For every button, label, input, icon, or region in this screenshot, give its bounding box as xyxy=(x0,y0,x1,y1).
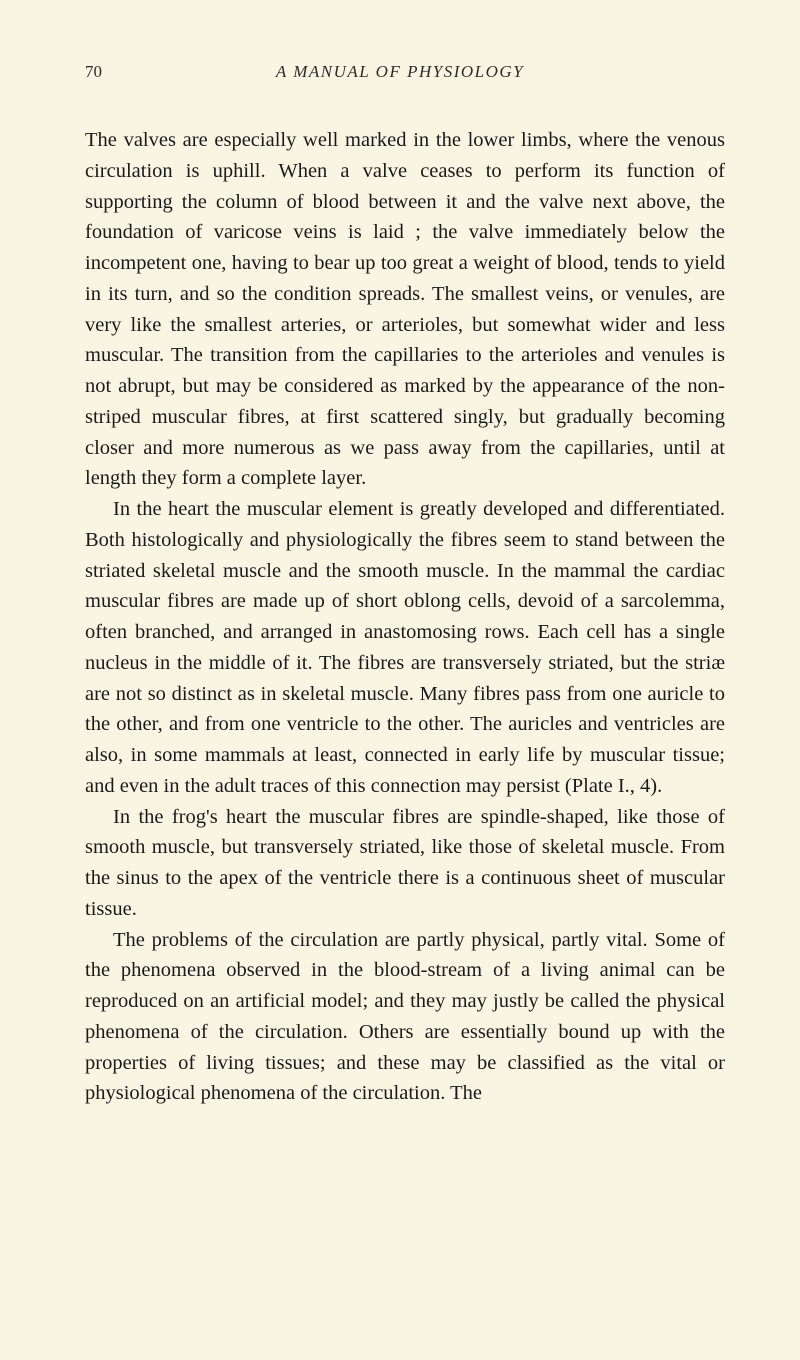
paragraph-2: In the heart the muscular element is gre… xyxy=(85,494,725,802)
paragraph-3: In the frog's heart the muscular fibres … xyxy=(85,802,725,925)
paragraph-4: The problems of the circulation are part… xyxy=(85,925,725,1110)
paragraph-1: The valves are especially well marked in… xyxy=(85,125,725,494)
running-header: A MANUAL OF PHYSIOLOGY xyxy=(276,62,524,82)
body-text-container: The valves are especially well marked in… xyxy=(85,125,725,1109)
page-number: 70 xyxy=(85,62,102,82)
